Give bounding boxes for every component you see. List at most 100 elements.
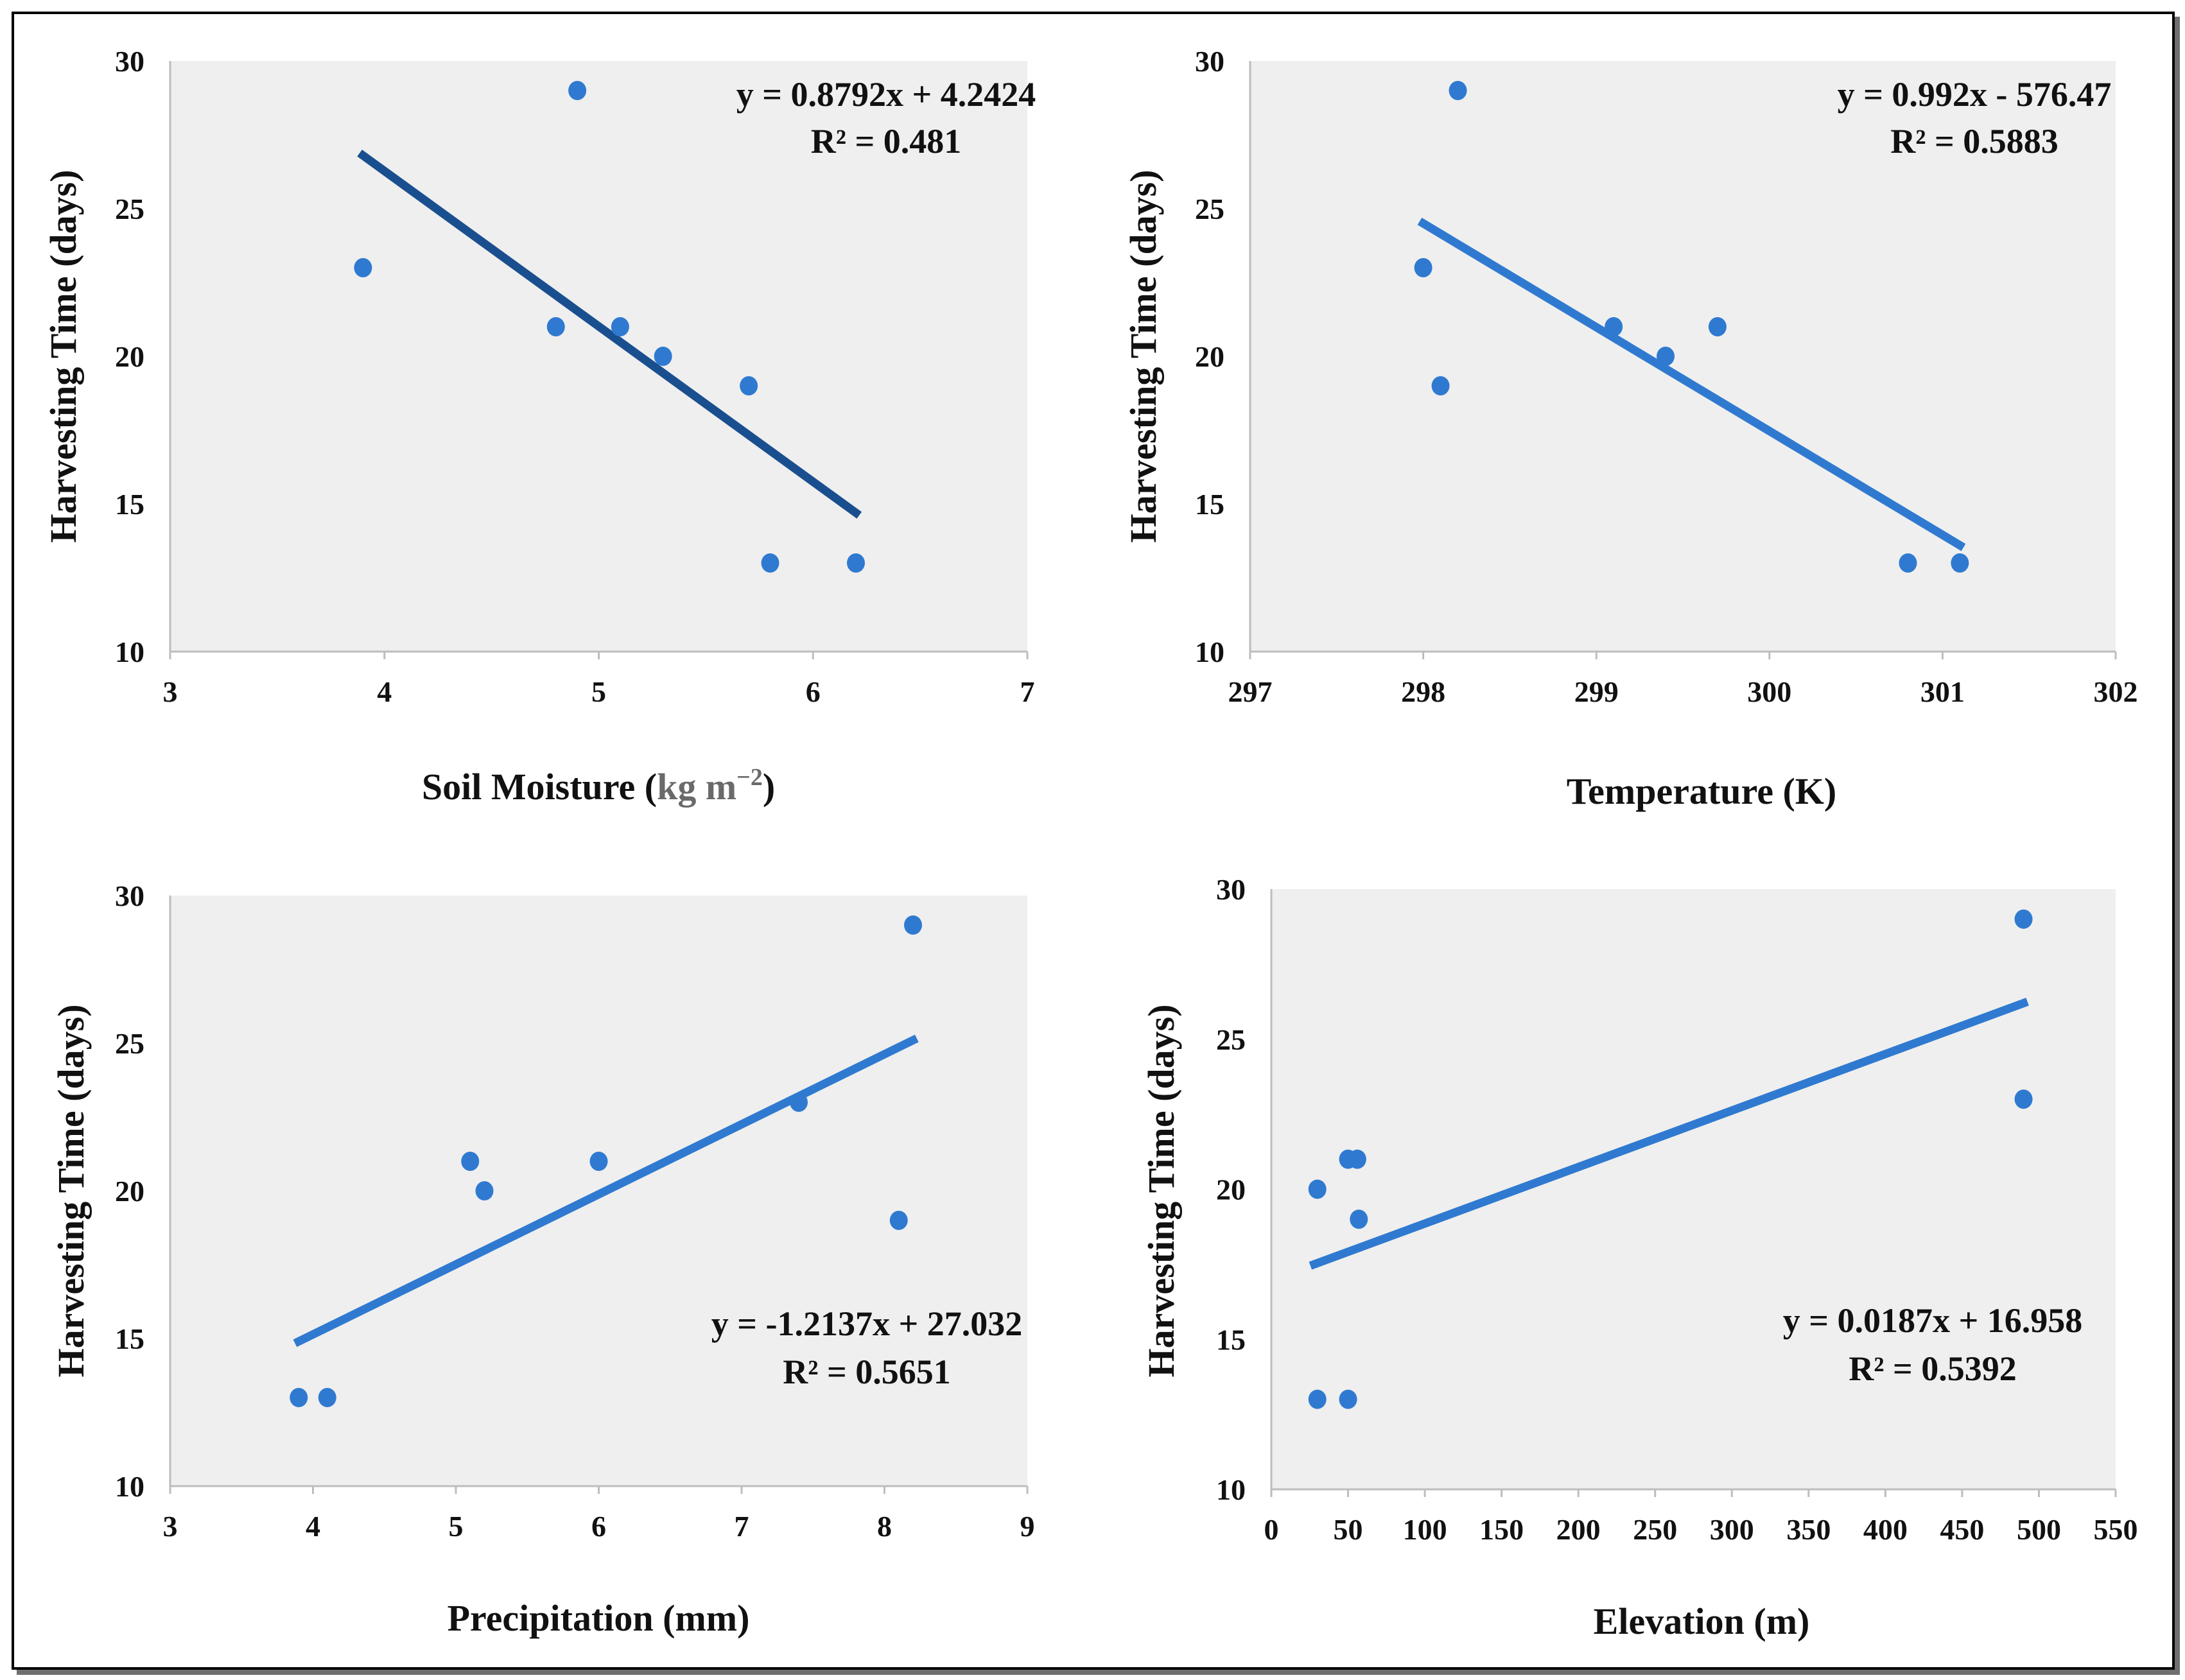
x-tick-label: 297 — [1228, 675, 1273, 708]
x-axis-unit: kg m — [657, 766, 736, 808]
data-point — [1431, 376, 1450, 395]
y-tick-label: 15 — [115, 1322, 144, 1355]
data-point — [1308, 1389, 1327, 1409]
y-tick-label: 30 — [1216, 873, 1246, 906]
x-tick-label: 7 — [735, 1510, 749, 1543]
x-tick-label: 298 — [1401, 675, 1445, 708]
data-point — [1308, 1179, 1327, 1199]
y-tick-label: 15 — [1195, 488, 1224, 521]
x-tick-label: 301 — [1920, 675, 1965, 708]
data-point — [1657, 347, 1675, 366]
data-point — [1708, 317, 1727, 336]
y-tick-label: 20 — [1216, 1173, 1246, 1206]
chart-elevation: 0 50 100 150 200 250 300 350 400 450 500 550 10 15 20 2… — [1140, 873, 2138, 1642]
x-tick-label: 500 — [2017, 1513, 2061, 1546]
data-point — [546, 317, 565, 336]
y-tick-label: 25 — [1216, 1023, 1246, 1056]
x-tick-label: 250 — [1633, 1513, 1677, 1546]
y-tick-label: 10 — [115, 636, 144, 668]
y-tick-label: 25 — [1195, 193, 1224, 225]
data-point — [1414, 258, 1432, 277]
data-point — [2014, 909, 2033, 929]
data-point — [354, 258, 372, 277]
trend-equation: y = 0.8792x + 4.2424 — [736, 75, 1036, 114]
x-axis-label-text: Soil Moisture — [422, 766, 635, 808]
y-tick-label: 15 — [115, 488, 144, 521]
trendline — [357, 150, 862, 519]
x-axis-unit-sup: −2 — [736, 764, 763, 791]
data-point — [611, 317, 629, 336]
r-squared: R² = 0.5883 — [1890, 122, 2058, 160]
data-point — [1350, 1209, 1368, 1229]
data-point — [1899, 553, 1917, 573]
y-tick-label: 30 — [115, 879, 144, 912]
data-point — [318, 1388, 336, 1407]
x-tick-label: 550 — [2094, 1513, 2138, 1546]
data-point — [475, 1181, 494, 1200]
x-axis-label: Precipitation (mm) — [448, 1597, 750, 1639]
x-axis-paren-open: ( — [645, 766, 657, 808]
chart-panel-temperature: 297 298 299 300 301 302 10 15 20 25 30 y = 0.992x … — [1092, 26, 2183, 860]
data-point — [1348, 1149, 1366, 1169]
data-point — [290, 1388, 308, 1407]
data-point — [568, 81, 587, 100]
x-tick-label: 3 — [163, 675, 178, 708]
r-squared: R² = 0.5392 — [1849, 1349, 2016, 1388]
x-tick-label: 4 — [306, 1510, 320, 1543]
x-tick-label: 3 — [163, 1510, 178, 1543]
data-point — [1339, 1389, 1357, 1409]
chart-panel-soil-moisture: 3 4 5 6 7 10 15 20 25 30 y = 0.8792x + 4.2424 R² … — [26, 26, 1117, 860]
trendline — [293, 1034, 919, 1347]
x-tick-label: 7 — [1020, 675, 1035, 708]
r-squared: R² = 0.481 — [811, 122, 961, 160]
x-tick-label: 6 — [806, 675, 821, 708]
data-point — [790, 1093, 808, 1112]
y-tick-label: 20 — [115, 1175, 144, 1208]
x-tick-label: 300 — [1747, 675, 1791, 708]
x-axis-label: Temperature (K) — [1567, 770, 1836, 812]
y-tick-label: 20 — [115, 340, 144, 373]
y-axis-label: Harvesting Time (days) — [50, 1004, 92, 1377]
y-tick-label: 10 — [1195, 636, 1224, 668]
chart-soil-moisture: 3 4 5 6 7 10 15 20 25 30 y = 0.8792x + 4.2424 R² … — [42, 45, 1036, 808]
x-tick-label: 4 — [377, 675, 392, 708]
chart-panel-precipitation: 3 4 5 6 7 8 9 10 15 20 25 30 y = -1.2137x + 27.032 … — [26, 835, 1117, 1669]
data-point — [461, 1152, 480, 1171]
trend-equation: y = 0.992x - 576.47 — [1838, 75, 2112, 114]
trend-equation: y = 0.0187x + 16.958 — [1783, 1301, 2083, 1340]
trendline — [1417, 218, 1966, 551]
trendline — [1309, 998, 2029, 1270]
data-point — [889, 1211, 908, 1230]
x-tick-label: 6 — [591, 1510, 606, 1543]
trend-equation: y = -1.2137x + 27.032 — [711, 1304, 1023, 1343]
x-tick-label: 0 — [1264, 1513, 1279, 1546]
x-tick-label: 9 — [1020, 1510, 1035, 1543]
x-tick-label: 8 — [877, 1510, 892, 1543]
x-tick-label: 100 — [1403, 1513, 1447, 1546]
y-tick-label: 10 — [1216, 1473, 1246, 1506]
y-tick-label: 30 — [1195, 45, 1224, 78]
plot-area — [170, 61, 1027, 652]
plot-area — [1250, 61, 2116, 652]
x-tick-label: 400 — [1863, 1513, 1908, 1546]
y-tick-label: 25 — [115, 193, 144, 225]
y-axis-label: Harvesting Time (days) — [1122, 169, 1164, 542]
x-tick-label: 50 — [1334, 1513, 1363, 1546]
plot-area — [1271, 889, 2116, 1489]
x-tick-label: 299 — [1574, 675, 1619, 708]
x-tick-label: 200 — [1556, 1513, 1601, 1546]
data-point — [1951, 553, 1969, 573]
data-point — [761, 553, 779, 573]
data-point — [847, 553, 865, 573]
x-axis-paren-close: ) — [763, 766, 775, 808]
data-point — [740, 376, 758, 395]
x-axis-label: Elevation (m) — [1594, 1600, 1810, 1642]
y-axis-label: Harvesting Time (days) — [42, 169, 84, 542]
y-axis-label: Harvesting Time (days) — [1140, 1004, 1182, 1377]
data-point — [654, 347, 672, 366]
chart-temperature: 297 298 299 300 301 302 10 15 20 25 30 y = 0.992x … — [1122, 45, 2138, 812]
x-tick-label: 150 — [1479, 1513, 1524, 1546]
r-squared: R² = 0.5651 — [783, 1353, 950, 1391]
chart-panel-elevation: 0 50 100 150 200 250 300 350 400 450 500 550 10 15 20 2… — [1092, 835, 2183, 1669]
